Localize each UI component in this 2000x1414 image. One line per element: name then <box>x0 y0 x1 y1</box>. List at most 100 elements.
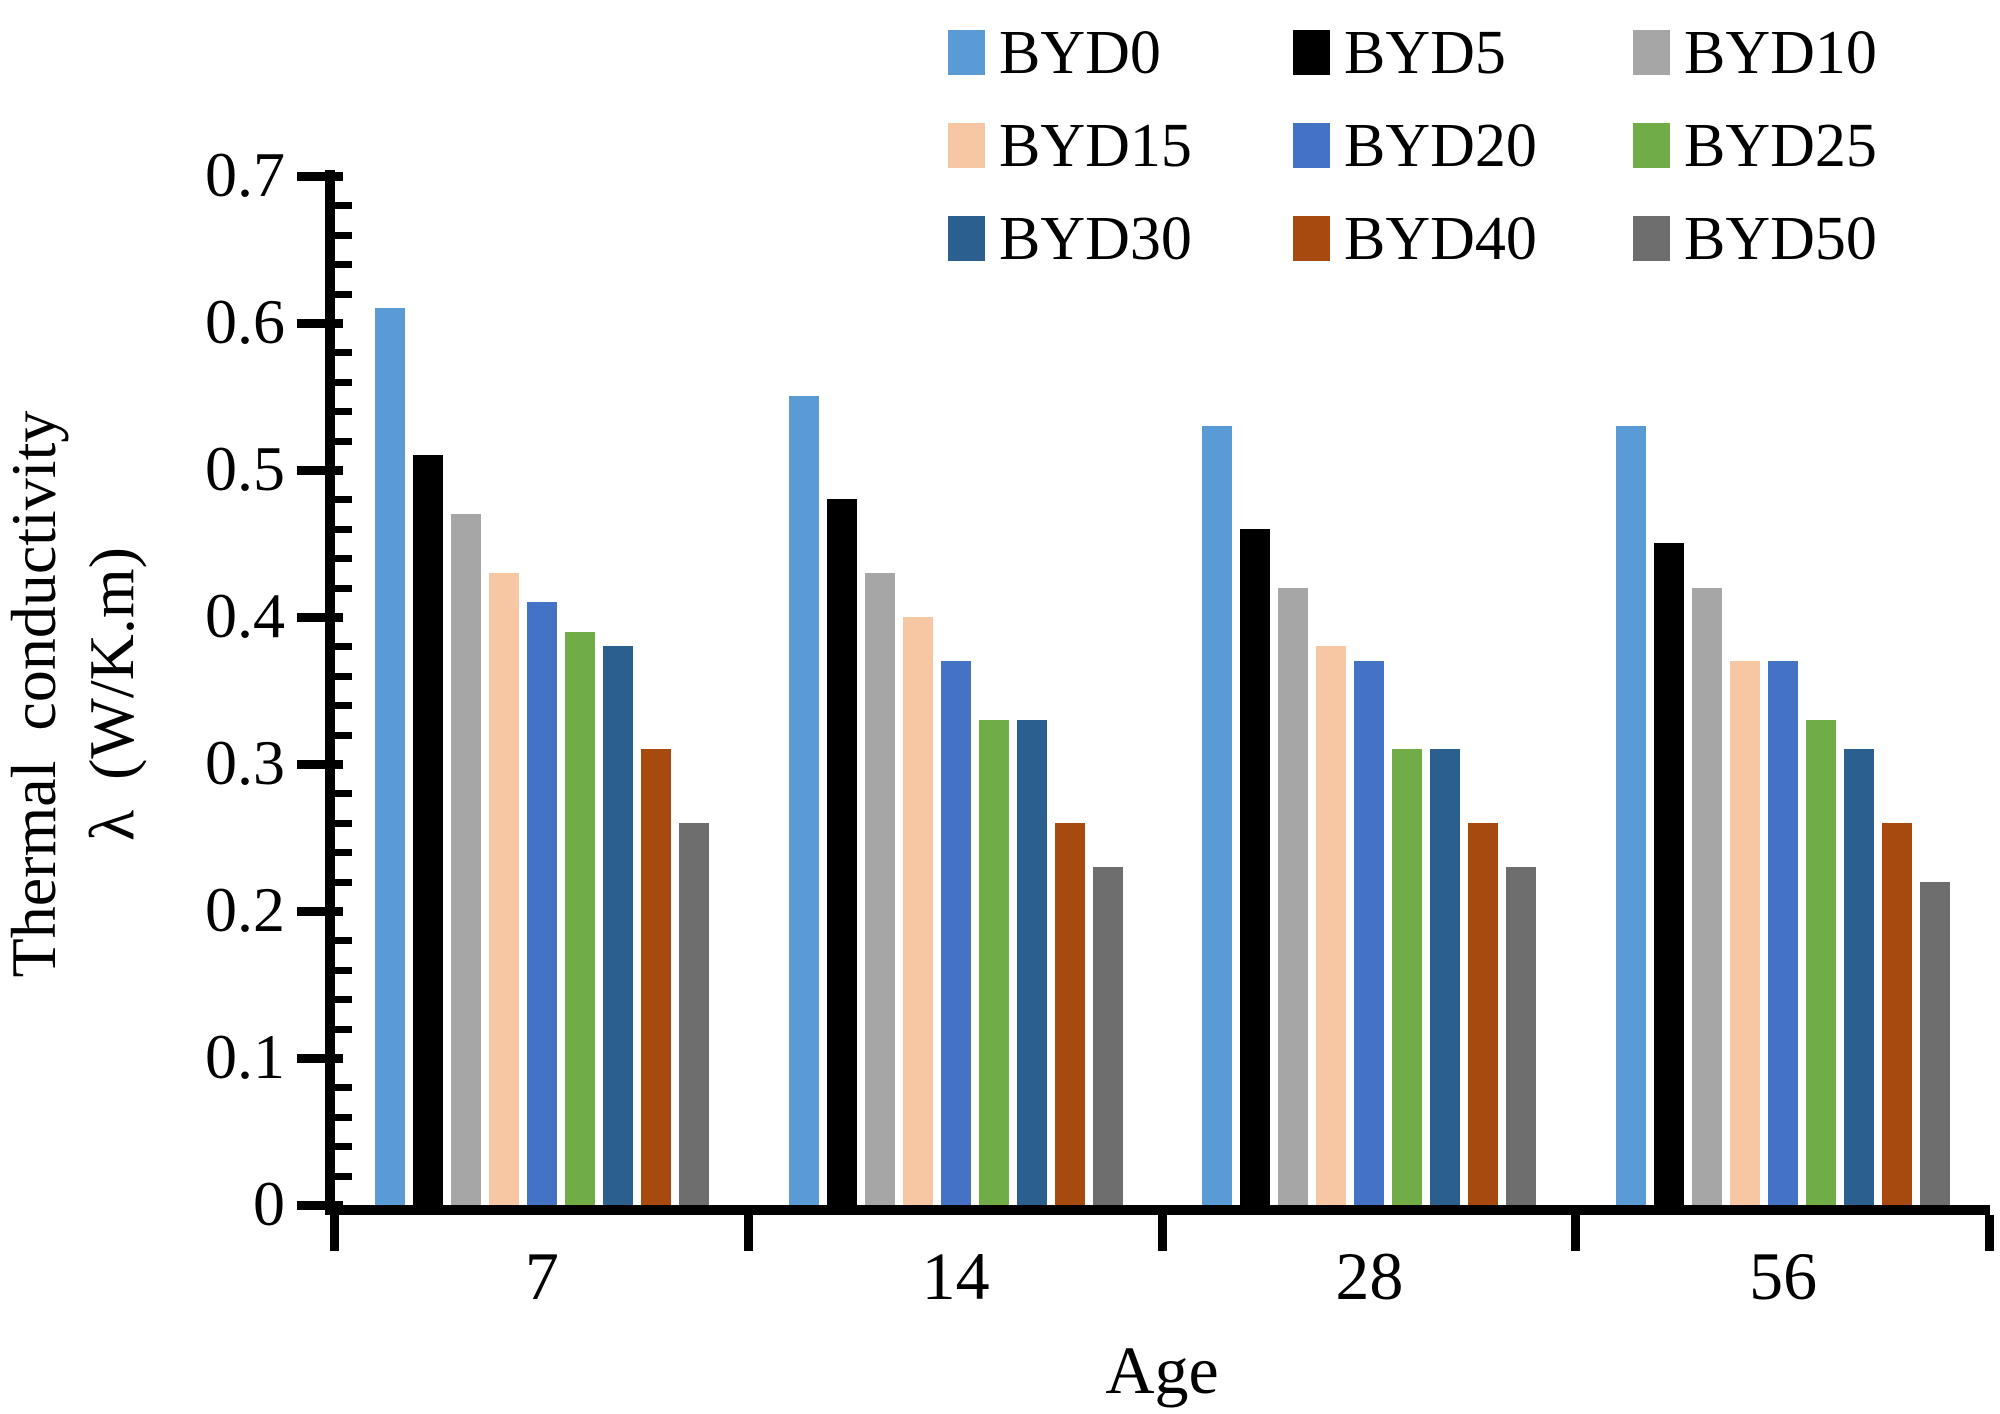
y-minor-tick <box>333 496 352 504</box>
y-minor-tick <box>333 202 352 210</box>
bar-BYD40-age-56 <box>1882 823 1912 1205</box>
x-boundary-tick <box>1985 1215 1994 1251</box>
y-tick-label: 0.3 <box>205 727 285 798</box>
y-minor-tick <box>333 1025 352 1033</box>
y-minor-tick <box>333 672 352 680</box>
legend-swatch-byd50 <box>1633 216 1670 261</box>
y-tick-label: 0.1 <box>205 1021 285 1092</box>
bar-BYD20-age-14 <box>941 661 971 1205</box>
bar-BYD10-age-14 <box>865 573 895 1205</box>
y-tick-label: 0.5 <box>205 433 285 504</box>
legend-label-byd20: BYD20 <box>1344 111 1537 180</box>
bar-BYD30-age-28 <box>1430 749 1460 1205</box>
bar-BYD15-age-28 <box>1316 646 1346 1205</box>
bar-BYD20-age-28 <box>1354 661 1384 1205</box>
y-minor-tick <box>333 996 352 1004</box>
legend-swatch-byd25 <box>1633 123 1670 168</box>
y-major-tick <box>297 1201 343 1210</box>
bar-BYD15-age-56 <box>1730 661 1760 1205</box>
legend-label-byd25: BYD25 <box>1684 111 1877 180</box>
y-minor-tick <box>333 937 352 945</box>
legend-swatch-byd20 <box>1293 123 1330 168</box>
x-axis-title: Age <box>1105 1332 1219 1408</box>
y-minor-tick <box>333 878 352 886</box>
legend-item-byd5: BYD5 <box>1293 21 1633 85</box>
y-tick-label: 0.4 <box>205 580 285 651</box>
bar-BYD5-age-7 <box>413 455 443 1205</box>
y-minor-tick <box>333 231 352 239</box>
y-major-tick <box>297 907 343 916</box>
y-minor-tick <box>333 1113 352 1121</box>
bar-BYD25-age-56 <box>1806 720 1836 1205</box>
y-minor-tick <box>333 731 352 739</box>
y-major-tick <box>297 760 343 769</box>
legend-label-byd50: BYD50 <box>1684 204 1877 273</box>
legend-label-byd0: BYD0 <box>999 18 1161 87</box>
bar-BYD50-age-14 <box>1093 867 1123 1205</box>
y-minor-tick <box>333 643 352 651</box>
legend: BYD0 BYD5 BYD10 BYD15 BYD20 BYD25 BYD30 BYD40 BY… <box>948 6 1978 285</box>
y-major-tick <box>297 1054 343 1063</box>
x-boundary-tick <box>1571 1215 1581 1251</box>
y-axis-title-line2: λ (W/K.m) <box>76 547 147 841</box>
bar-BYD25-age-14 <box>979 720 1009 1205</box>
bar-BYD30-age-14 <box>1017 720 1047 1205</box>
y-minor-tick <box>333 525 352 533</box>
y-minor-tick <box>333 584 352 592</box>
y-minor-tick <box>333 290 352 298</box>
y-minor-tick <box>333 378 352 386</box>
bar-BYD40-age-7 <box>641 749 671 1205</box>
x-axis-line <box>325 1205 1990 1215</box>
legend-item-byd25: BYD25 <box>1633 114 1978 178</box>
bar-BYD0-age-28 <box>1202 426 1232 1205</box>
legend-item-byd0: BYD0 <box>948 21 1293 85</box>
legend-item-byd10: BYD10 <box>1633 21 1978 85</box>
bar-BYD50-age-56 <box>1920 882 1950 1205</box>
legend-item-byd15: BYD15 <box>948 114 1293 178</box>
x-boundary-tick <box>330 1215 339 1251</box>
y-minor-tick <box>333 819 352 827</box>
bar-BYD50-age-28 <box>1506 867 1536 1205</box>
legend-label-byd30: BYD30 <box>999 204 1192 273</box>
y-tick-label: 0.2 <box>205 874 285 945</box>
bar-BYD10-age-28 <box>1278 588 1308 1205</box>
bar-BYD0-age-7 <box>375 308 405 1205</box>
bar-BYD20-age-56 <box>1768 661 1798 1205</box>
y-minor-tick <box>333 261 352 269</box>
bar-BYD5-age-28 <box>1240 529 1270 1205</box>
bar-BYD15-age-7 <box>489 573 519 1205</box>
y-minor-tick <box>333 349 352 357</box>
legend-label-byd40: BYD40 <box>1344 204 1537 273</box>
y-minor-tick <box>333 849 352 857</box>
legend-label-byd5: BYD5 <box>1344 18 1506 87</box>
x-category-label: 14 <box>921 1238 990 1314</box>
y-tick-label: 0.7 <box>205 139 285 210</box>
bar-BYD25-age-7 <box>565 632 595 1205</box>
y-minor-tick <box>333 1143 352 1151</box>
bar-BYD30-age-56 <box>1844 749 1874 1205</box>
y-axis-line <box>325 170 335 1215</box>
bar-BYD5-age-56 <box>1654 543 1684 1205</box>
legend-swatch-byd0 <box>948 30 985 75</box>
y-major-tick <box>297 466 343 475</box>
bar-BYD0-age-56 <box>1616 426 1646 1205</box>
y-axis-title: Thermal conductivity λ (W/K.m) <box>0 307 155 1081</box>
legend-swatch-byd5 <box>1293 30 1330 75</box>
y-tick-label: 0.6 <box>205 286 285 357</box>
bar-BYD40-age-14 <box>1055 823 1085 1205</box>
bar-BYD20-age-7 <box>527 602 557 1205</box>
legend-item-byd50: BYD50 <box>1633 207 1978 271</box>
x-boundary-tick <box>743 1215 753 1251</box>
y-minor-tick <box>333 966 352 974</box>
bar-BYD0-age-14 <box>789 396 819 1205</box>
bar-BYD10-age-7 <box>451 514 481 1205</box>
x-category-label: 7 <box>524 1238 559 1314</box>
legend-swatch-byd40 <box>1293 216 1330 261</box>
legend-swatch-byd10 <box>1633 30 1670 75</box>
y-minor-tick <box>333 702 352 710</box>
y-major-tick <box>297 613 343 622</box>
bar-BYD30-age-7 <box>603 646 633 1205</box>
y-minor-tick <box>333 555 352 563</box>
x-boundary-tick <box>1157 1215 1167 1251</box>
